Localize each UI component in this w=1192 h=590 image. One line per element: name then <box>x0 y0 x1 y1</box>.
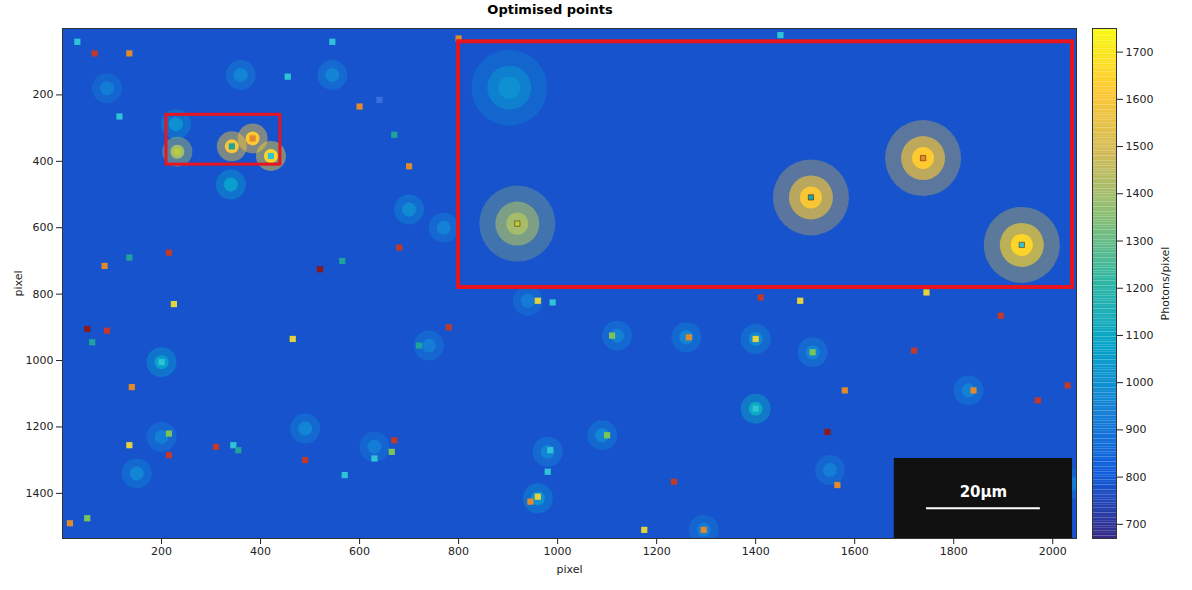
svg-text:1400: 1400 <box>26 487 54 500</box>
svg-text:1100: 1100 <box>1126 329 1154 342</box>
svg-text:1000: 1000 <box>26 354 54 367</box>
svg-text:20µm: 20µm <box>960 483 1008 501</box>
svg-text:1400: 1400 <box>1126 187 1154 200</box>
svg-text:200: 200 <box>33 88 54 101</box>
svg-text:pixel: pixel <box>556 563 582 576</box>
svg-text:pixel: pixel <box>12 270 25 296</box>
svg-text:2000: 2000 <box>1039 545 1067 558</box>
svg-text:400: 400 <box>250 545 271 558</box>
svg-text:600: 600 <box>33 221 54 234</box>
svg-text:1600: 1600 <box>841 545 869 558</box>
svg-text:1500: 1500 <box>1126 140 1154 153</box>
svg-text:800: 800 <box>33 288 54 301</box>
svg-text:200: 200 <box>151 545 172 558</box>
svg-text:1400: 1400 <box>742 545 770 558</box>
svg-text:1000: 1000 <box>1126 376 1154 389</box>
svg-text:700: 700 <box>1126 518 1147 531</box>
html-text:Optimised points: Optimised points <box>487 2 613 17</box>
svg-text:1300: 1300 <box>1126 235 1154 248</box>
svg-text:1000: 1000 <box>544 545 572 558</box>
svg-text:1600: 1600 <box>1126 93 1154 106</box>
svg-text:600: 600 <box>349 545 370 558</box>
svg-text:800: 800 <box>448 545 469 558</box>
svg-text:1200: 1200 <box>643 545 671 558</box>
svg-text:1800: 1800 <box>940 545 968 558</box>
svg-text:1700: 1700 <box>1126 46 1154 59</box>
svg-text:800: 800 <box>1126 471 1147 484</box>
svg-text:Photons/pixel: Photons/pixel <box>1159 247 1172 321</box>
svg-text:1200: 1200 <box>26 420 54 433</box>
svg-text:400: 400 <box>33 155 54 168</box>
svg-text:1200: 1200 <box>1126 282 1154 295</box>
svg-text:900: 900 <box>1126 423 1147 436</box>
